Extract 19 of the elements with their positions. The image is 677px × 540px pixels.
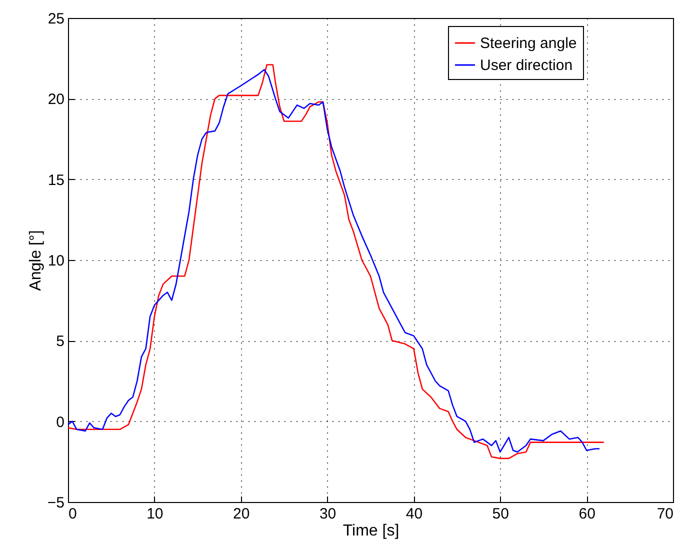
x-tick-label: 30 <box>319 506 336 522</box>
y-tick-label: 0 <box>56 414 64 431</box>
x-tick-label: 40 <box>406 506 423 522</box>
x-tick-label: 10 <box>146 506 164 522</box>
x-tick-label: 70 <box>656 506 674 522</box>
y-tick-label: 15 <box>48 172 64 189</box>
x-tick-label: 20 <box>233 506 250 522</box>
legend-label: User direction <box>480 57 573 74</box>
y-tick-label: −5 <box>47 494 64 512</box>
y-tick-label: 10 <box>48 252 64 270</box>
x-axis-title: Time [s] <box>342 522 400 540</box>
x-tick-label: 0 <box>68 506 77 522</box>
x-tick-label: 50 <box>492 506 509 522</box>
x-tick-label: 60 <box>578 506 596 522</box>
legend-label: Steering angle <box>480 35 577 52</box>
y-axis-title: Angle [°] <box>27 230 44 291</box>
y-tick-label: 20 <box>48 91 64 108</box>
y-tick-label: 25 <box>48 10 64 28</box>
y-tick-label: 5 <box>56 333 64 350</box>
